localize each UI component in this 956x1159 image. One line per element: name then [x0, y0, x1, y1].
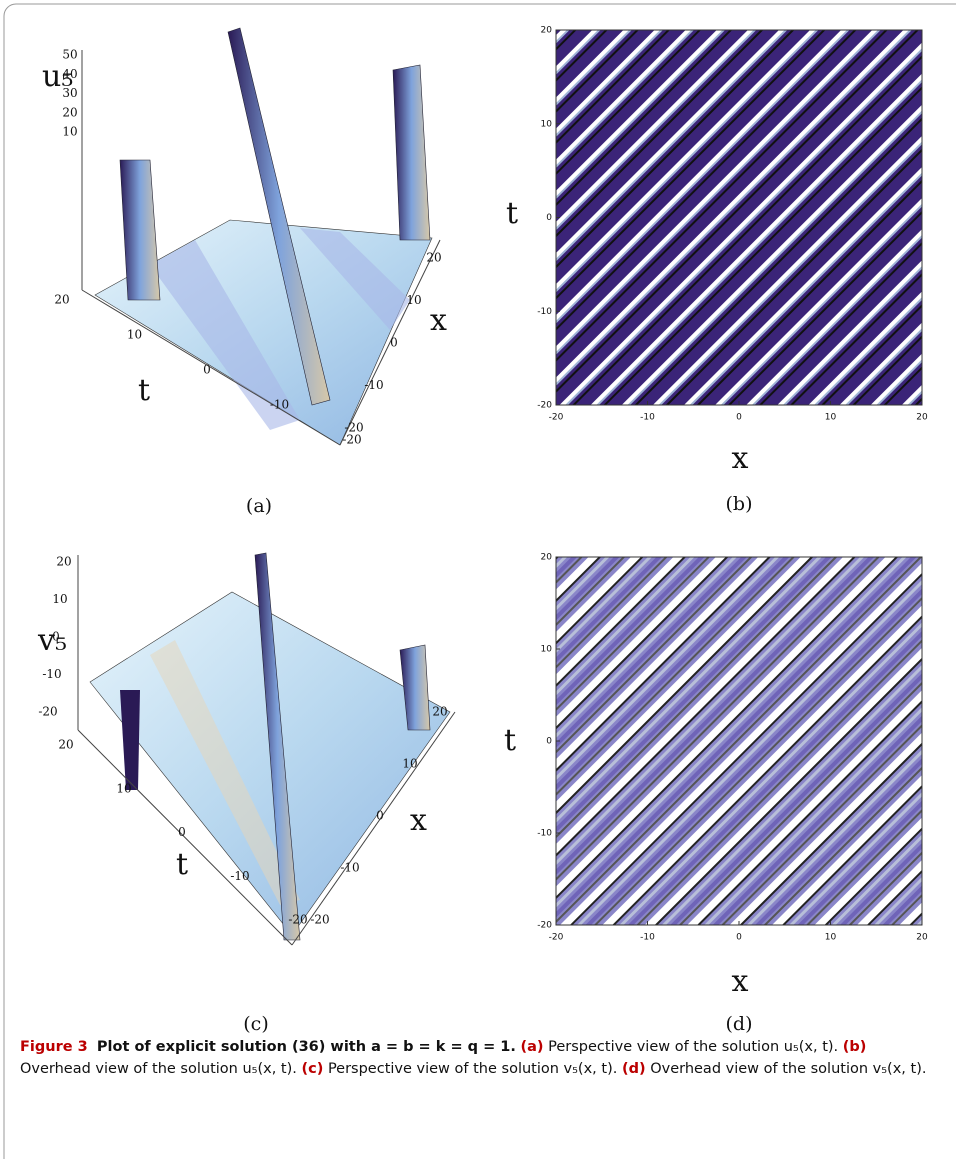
panel-label: (a): [246, 495, 272, 517]
y-tick-label: 10: [541, 119, 553, 129]
axis-label: t: [504, 723, 516, 758]
panel-label: (d): [726, 1013, 753, 1035]
x-tick-label: -20: [549, 933, 564, 943]
x-tick-label: 10: [406, 293, 421, 307]
x-tick-label: -10: [364, 378, 383, 392]
y-tick-label: 0: [546, 213, 552, 223]
z-tick-label: 20: [56, 555, 71, 569]
x-tick-label: 20: [426, 251, 441, 265]
figure-border: [3, 3, 956, 1159]
t-tick-label: -10: [270, 398, 289, 412]
y-tick-label: -10: [537, 829, 552, 839]
x-tick-label: 0: [736, 413, 742, 423]
x-tick-label: -20: [549, 413, 564, 423]
y-tick-label: -10: [537, 307, 552, 317]
axis-label: x: [732, 964, 749, 999]
x-tick-label: 10: [825, 933, 837, 943]
contour-plot-d: [555, 556, 923, 926]
caption-items: (a) Perspective view of the solution u₅(…: [20, 1039, 926, 1077]
x-tick-label: 20: [916, 413, 928, 423]
surface-c: [77, 552, 456, 946]
y-tick-label: 0: [546, 737, 552, 747]
axis-label: t: [506, 196, 518, 231]
x-tick-label: -20: [344, 421, 363, 435]
caption-item-text: Perspective view of the solution v₅(x, t…: [327, 1061, 618, 1077]
t-tick-label: -20: [342, 433, 361, 447]
caption-title: Plot of explicit solution (36) with a = …: [96, 1039, 516, 1055]
z-tick-label: -10: [42, 667, 61, 681]
axis-label: x: [430, 303, 447, 338]
axis-label: t: [138, 373, 150, 408]
t-tick-label: -10: [230, 869, 249, 883]
z-tick-label: 50: [62, 48, 77, 62]
axis-label: x: [732, 441, 749, 476]
z-tick-label: 20: [62, 105, 77, 119]
x-tick-label: 20: [432, 705, 447, 719]
t-tick-label: 20: [58, 738, 73, 752]
axis-line: [339, 239, 441, 446]
axis-label: v₅: [37, 623, 67, 658]
axis-label: t: [176, 847, 188, 882]
axis-label: u₅: [42, 59, 73, 94]
t-tick-label: -20: [288, 913, 307, 927]
z-tick-label: -20: [38, 705, 57, 719]
x-tick-label: 0: [390, 336, 398, 350]
y-tick-label: 20: [541, 553, 553, 563]
x-tick-label: 0: [376, 809, 384, 823]
z-tick-label: 40: [62, 67, 77, 81]
x-tick-label: -10: [640, 413, 655, 423]
axis-line: [81, 289, 341, 446]
axis-line: [291, 711, 456, 946]
t-tick-label: 0: [203, 363, 211, 377]
caption-item-label: (a): [520, 1039, 544, 1055]
t-tick-label: 20: [54, 293, 69, 307]
z-tick-label: 30: [62, 86, 77, 100]
x-tick-label: -20: [310, 913, 329, 927]
caption-item-text: Overhead view of the solution v₅(x, t).: [650, 1061, 927, 1077]
caption-item-label: (d): [621, 1061, 646, 1077]
x-tick-label: 10: [402, 757, 417, 771]
x-tick-label: 0: [736, 933, 742, 943]
z-tick-label: 10: [62, 125, 77, 139]
panel-label: (c): [243, 1013, 268, 1035]
z-tick-label: 10: [52, 592, 67, 606]
y-tick-label: -20: [537, 401, 552, 411]
x-tick-label: 10: [825, 413, 837, 423]
x-tick-label: 20: [916, 933, 928, 943]
caption-item-text: Perspective view of the solution u₅(x, t…: [548, 1039, 839, 1055]
y-tick-label: 20: [541, 26, 553, 36]
t-tick-label: 10: [116, 781, 131, 795]
caption-item-label: (b): [842, 1039, 867, 1055]
z-tick-label: 0: [52, 630, 60, 644]
caption-item-text: Overhead view of the solution u₅(x, t).: [20, 1061, 297, 1077]
surface-a: [81, 27, 441, 446]
axis-label: x: [410, 803, 427, 838]
y-tick-label: 10: [541, 645, 553, 655]
caption: Figure 3 Plot of explicit solution (36) …: [20, 1036, 936, 1080]
t-tick-label: 0: [178, 825, 186, 839]
contour-plot-b: [555, 29, 923, 406]
x-tick-label: -10: [340, 861, 359, 875]
y-tick-label: -20: [537, 921, 552, 931]
panel-label: (b): [726, 493, 753, 515]
figure-number: Figure 3: [20, 1039, 88, 1055]
axis-line: [77, 729, 293, 946]
x-tick-label: -10: [640, 933, 655, 943]
caption-item-label: (c): [301, 1061, 324, 1077]
t-tick-label: 10: [127, 328, 142, 342]
